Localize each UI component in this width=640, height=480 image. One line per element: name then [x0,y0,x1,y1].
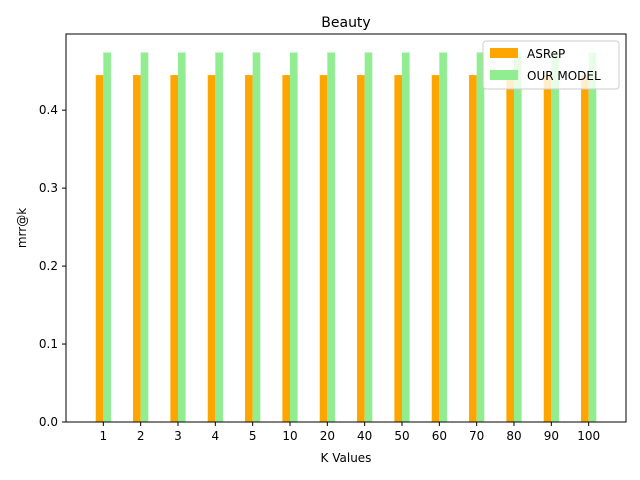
y-tick-label: 0.0 [39,415,58,429]
x-tick-label: 3 [174,429,182,443]
bar-asrep-20 [319,75,328,422]
chart-title: Beauty [321,15,370,31]
x-tick-label: 5 [249,429,257,443]
axes-frame [65,33,627,423]
bar-our-model-80 [514,52,522,422]
y-tick-label: 0.1 [39,337,58,351]
legend: ASReP OUR MODEL [482,40,620,90]
x-tick-label: 2 [137,429,145,443]
x-tick-label: 4 [212,429,220,443]
bar-asrep-1 [95,75,104,422]
legend-label-asrep: ASReP [527,47,565,61]
bar-asrep-4 [207,75,216,422]
bar-asrep-10 [282,75,290,422]
bar-our-model-3 [178,52,186,422]
y-axis-ticks: 0.0 0.1 0.2 0.3 0.4 [39,103,66,429]
x-tick-label: 50 [394,429,409,443]
y-tick-label: 0.3 [39,181,58,195]
bar-our-model-2 [140,52,149,422]
x-tick-label: 90 [544,429,559,443]
bar-our-model-60 [439,52,447,422]
x-axis-ticks: 1 2 3 4 5 10 20 40 50 60 70 80 90 100 [100,422,600,443]
bar-asrep-5 [245,75,253,422]
bar-asrep-3 [170,75,178,422]
bar-our-model-1 [103,52,111,422]
bar-asrep-2 [133,75,141,422]
x-axis-label: K Values [321,451,372,465]
bar-our-model-90 [551,52,559,422]
x-tick-label: 20 [320,429,335,443]
bar-our-model-5 [252,52,261,422]
x-tick-label: 1 [100,429,108,443]
bar-our-model-50 [402,52,410,422]
legend-swatch-our-model [490,70,518,80]
bar-our-model-4 [215,52,223,422]
bar-asrep-80 [506,75,514,422]
legend-label-our-model: OUR MODEL [527,69,601,83]
bar-our-model-20 [327,52,335,422]
x-tick-label: 40 [357,429,372,443]
bar-our-model-40 [364,52,373,422]
x-tick-label: 10 [282,429,297,443]
plot-area [95,52,597,422]
bar-asrep-90 [543,75,552,422]
y-tick-label: 0.4 [39,103,58,117]
bar-our-model-10 [290,52,298,422]
bar-asrep-70 [469,75,477,422]
x-tick-label: 100 [577,429,600,443]
y-axis-label: mrr@k [15,208,29,248]
bar-asrep-40 [357,75,365,422]
bar-asrep-60 [431,75,440,422]
bar-our-model-70 [476,52,485,422]
bar-our-model-100 [588,52,597,422]
x-tick-label: 60 [432,429,447,443]
x-tick-label: 80 [506,429,521,443]
x-tick-label: 70 [469,429,484,443]
bar-asrep-50 [394,75,402,422]
bar-asrep-100 [581,75,589,422]
legend-swatch-asrep [490,48,518,58]
y-tick-label: 0.2 [39,259,58,273]
